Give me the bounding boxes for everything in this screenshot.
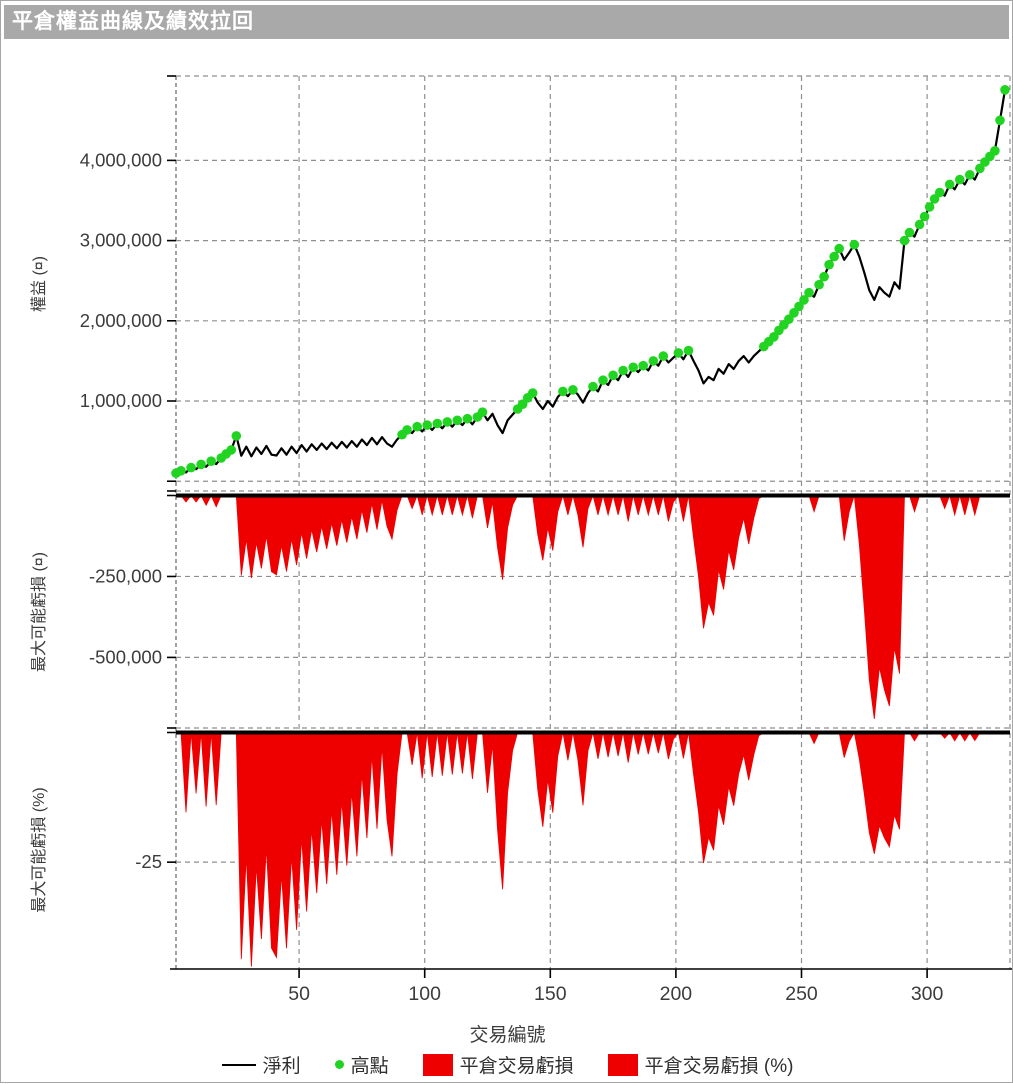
drawdown-percent-axis-title: 最大可能虧損 (%): [31, 787, 48, 913]
legend-label: 高點: [350, 1056, 389, 1077]
svg-text:-250,000: -250,000: [89, 565, 162, 586]
svg-text:100: 100: [408, 983, 441, 1005]
chart-legend: 淨利 高點 平倉交易虧損 平倉交易虧損 (%): [1, 1051, 1013, 1078]
drawdown-percent-swatch: [607, 1053, 638, 1076]
svg-text:250: 250: [785, 983, 818, 1005]
drawdown-currency-swatch: [422, 1053, 453, 1076]
tick-labels: 1,000,000 2,000,000 3,000,000 4,000,000 -250…: [80, 149, 944, 1005]
equity-axis-title: 權益 (¤): [31, 255, 48, 313]
legend-item-net-profit: 淨利: [221, 1051, 301, 1078]
svg-text:-25: -25: [135, 851, 162, 872]
high-point-dots: [171, 85, 1010, 479]
legend-label: 平倉交易虧損 (%): [644, 1056, 794, 1077]
window-titlebar: 平倉權益曲線及績效拉回: [4, 5, 1009, 39]
legend-item-trade-drawdown-percent: 平倉交易虧損 (%): [607, 1051, 794, 1078]
net-profit-line-swatch: [221, 1063, 256, 1066]
legend-item-high-point: 高點: [334, 1051, 389, 1078]
high-point-dot-swatch: [334, 1060, 344, 1069]
svg-text:200: 200: [660, 983, 693, 1005]
net-profit-line: [175, 89, 1007, 475]
axes: [167, 75, 1012, 978]
legend-label: 淨利: [262, 1056, 301, 1077]
x-axis-title: 交易編號: [469, 1025, 546, 1046]
drawdown-currency-area: [176, 493, 1005, 719]
drawdown-percent-area: [176, 731, 1005, 967]
legend-item-trade-drawdown: 平倉交易虧損: [422, 1051, 574, 1078]
legend-label: 平倉交易虧損: [459, 1056, 574, 1077]
drawdown-currency-axis-title: 最大可能虧損 (¤): [31, 551, 48, 673]
window-title: 平倉權益曲線及績效拉回: [12, 10, 254, 33]
svg-text:4,000,000: 4,000,000: [80, 149, 162, 170]
svg-text:300: 300: [911, 983, 944, 1005]
svg-text:1,000,000: 1,000,000: [80, 390, 162, 411]
svg-text:50: 50: [288, 983, 310, 1005]
svg-text:3,000,000: 3,000,000: [80, 230, 162, 251]
svg-text:-500,000: -500,000: [89, 646, 162, 667]
svg-text:2,000,000: 2,000,000: [80, 310, 162, 331]
svg-text:150: 150: [534, 983, 567, 1005]
